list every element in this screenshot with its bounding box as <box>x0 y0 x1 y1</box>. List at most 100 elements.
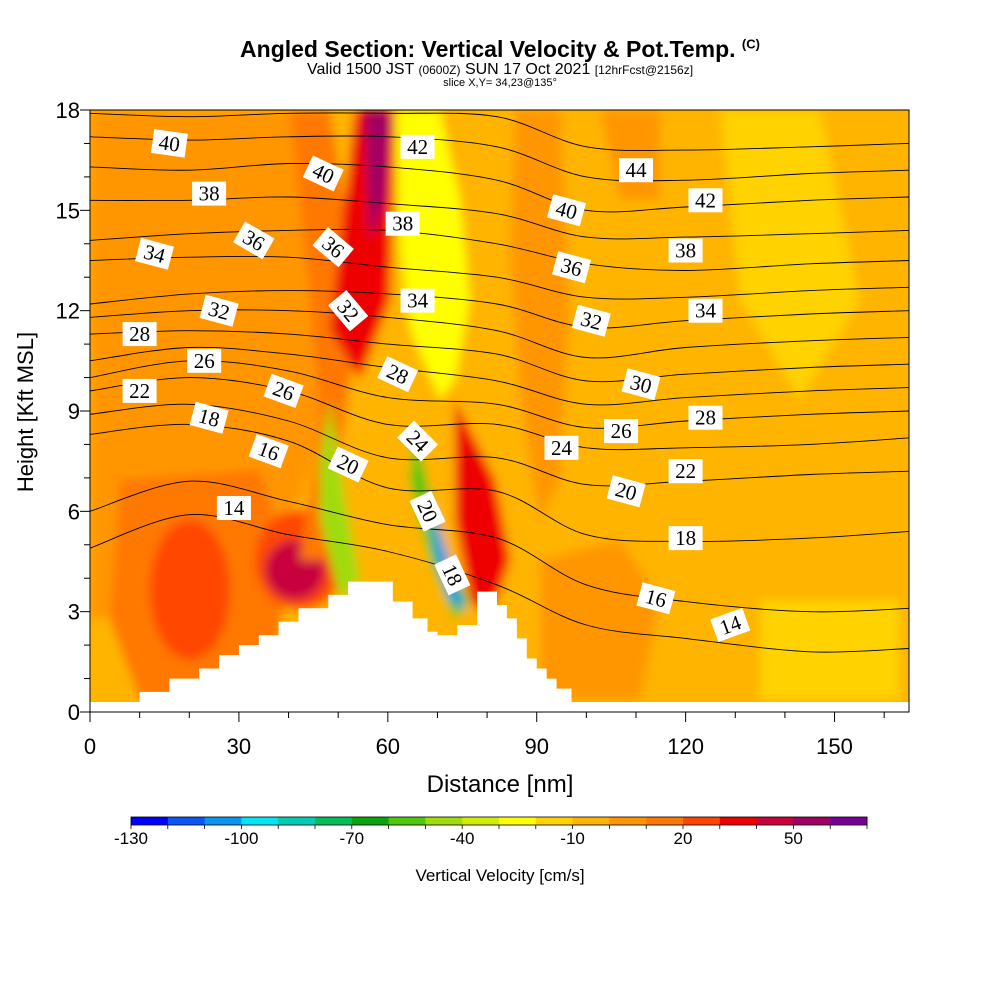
theta-contour-26 <box>90 346 909 406</box>
valid-prefix: Valid 1500 JST <box>306 61 414 78</box>
contour-label-text: 14 <box>223 496 245 520</box>
contour-label: 32 <box>199 294 239 327</box>
theta-contour-42 <box>90 135 909 182</box>
colorbar-swatch <box>315 817 353 825</box>
contour-label: 22 <box>122 378 157 403</box>
colorbar-label: Vertical Velocity [cm/s] <box>415 866 584 885</box>
colorbar-tick-label: -70 <box>340 829 365 848</box>
contour-label: 32 <box>571 304 611 337</box>
theta-contour-36 <box>90 228 909 271</box>
terrain-mask <box>90 581 909 712</box>
y-tick-label: 3 <box>68 600 80 625</box>
contour-label: 16 <box>636 582 676 615</box>
colorbar: -130 -100 -70 -40 -10 20 50 <box>114 816 868 848</box>
contour-label: 28 <box>122 322 157 347</box>
colorbar-swatch <box>131 817 169 825</box>
theta-contour-28 <box>90 330 909 383</box>
theta-contour-34 <box>90 255 909 300</box>
contour-label: 42 <box>400 134 435 159</box>
colorbar-swatch <box>204 817 242 825</box>
contour-label: 34 <box>688 298 723 323</box>
contour-label-text: 42 <box>695 188 716 212</box>
colorbar-tick-label: -130 <box>114 829 148 848</box>
contour-label: 22 <box>668 459 703 484</box>
colorbar-swatch <box>535 817 574 825</box>
slice-info: slice X,Y= 34,23@135° <box>443 77 557 89</box>
theta-contour-44 <box>90 112 909 152</box>
contour-label: 14 <box>216 496 251 520</box>
contour-label-text: 38 <box>675 239 696 263</box>
forecast-info: [12hrFcst@2156z] <box>594 63 694 77</box>
y-tick-label: 18 <box>56 98 80 123</box>
colorbar-swatch <box>609 817 647 825</box>
contour-label: 14 <box>710 607 751 643</box>
colorbar-swatch <box>462 817 500 825</box>
colorbar-tick-label: -100 <box>224 829 258 848</box>
y-tick-label: 0 <box>68 700 80 725</box>
chart-title: Angled Section: Vertical Velocity & Pot.… <box>0 36 1000 63</box>
x-tick-label: 30 <box>227 734 251 759</box>
colorbar-swatch <box>167 817 206 825</box>
x-tick-label: 60 <box>376 734 400 759</box>
contour-label: 38 <box>385 211 420 236</box>
contour-label-text: 38 <box>392 212 413 236</box>
x-axis-label: Distance [nm] <box>427 771 574 798</box>
contour-label: 30 <box>621 368 661 401</box>
contour-label-text: 24 <box>551 436 573 460</box>
colorbar-swatch <box>241 817 279 825</box>
chart-title-suffix: (C) <box>741 36 760 52</box>
chart-subtitle: Valid 1500 JST (0600Z) SUN 17 Oct 2021 [… <box>0 61 1000 79</box>
terrain <box>90 581 909 712</box>
contour-label-text: 42 <box>407 135 428 159</box>
contour-label: 38 <box>668 238 703 263</box>
contour-label-text: 26 <box>611 419 632 443</box>
y-axis-label: Height [Kft MSL] <box>13 332 38 492</box>
colorbar-swatch <box>793 817 831 825</box>
colorbar-swatch <box>830 817 868 825</box>
contour-label: 18 <box>189 401 229 434</box>
theta-contour-16 <box>90 480 909 613</box>
y-tick-label: 15 <box>56 198 80 223</box>
colorbar-swatch <box>499 817 537 825</box>
x-tick-label: 0 <box>84 734 96 759</box>
colorbar-swatch <box>351 817 390 825</box>
colorbar-swatch <box>683 817 721 825</box>
y-tick-label: 6 <box>68 499 80 524</box>
colorbar-swatch <box>719 817 758 825</box>
contour-label: 26 <box>604 419 639 444</box>
contour-label-text: 28 <box>695 406 716 430</box>
x-tick-label: 120 <box>667 734 704 759</box>
chart-title-text: Angled Section: Vertical Velocity & Pot.… <box>240 36 736 62</box>
contour-label-text: 34 <box>695 299 717 323</box>
contour-label: 40 <box>546 194 587 227</box>
y-tick-label: 12 <box>56 299 80 324</box>
contour-label: 38 <box>192 181 227 206</box>
colorbar-swatch <box>756 817 794 825</box>
y-tick-label: 9 <box>68 399 80 424</box>
contour-label-text: 28 <box>129 322 150 346</box>
contour-label-text: 26 <box>194 349 215 373</box>
contour-label-text: 38 <box>199 182 220 206</box>
contour-label: 42 <box>688 188 723 213</box>
colorbar-tick-label: 50 <box>784 829 803 848</box>
contour-label: 44 <box>619 158 653 183</box>
contour-label: 18 <box>668 526 703 551</box>
x-tick-label: 90 <box>524 734 548 759</box>
contour-label: 34 <box>134 237 175 270</box>
colorbar-tick-label: -10 <box>560 829 585 848</box>
contour-label-text: 34 <box>407 289 429 313</box>
contour-label: 34 <box>400 288 435 313</box>
contour-label-text: 40 <box>157 130 181 157</box>
x-tick-label: 150 <box>816 734 853 759</box>
colorbar-tick-label: -40 <box>450 829 475 848</box>
contour-label: 20 <box>606 475 646 508</box>
contour-label-text: 18 <box>675 526 696 550</box>
contour-label-text: 22 <box>675 459 696 483</box>
colorbar-swatch <box>572 817 610 825</box>
valid-zulu: (0600Z) <box>418 63 461 77</box>
contour-label-text: 44 <box>626 158 648 182</box>
contour-label: 26 <box>187 348 222 373</box>
colorbar-tick-label: 20 <box>674 829 693 848</box>
colorbar-swatch <box>425 817 463 825</box>
